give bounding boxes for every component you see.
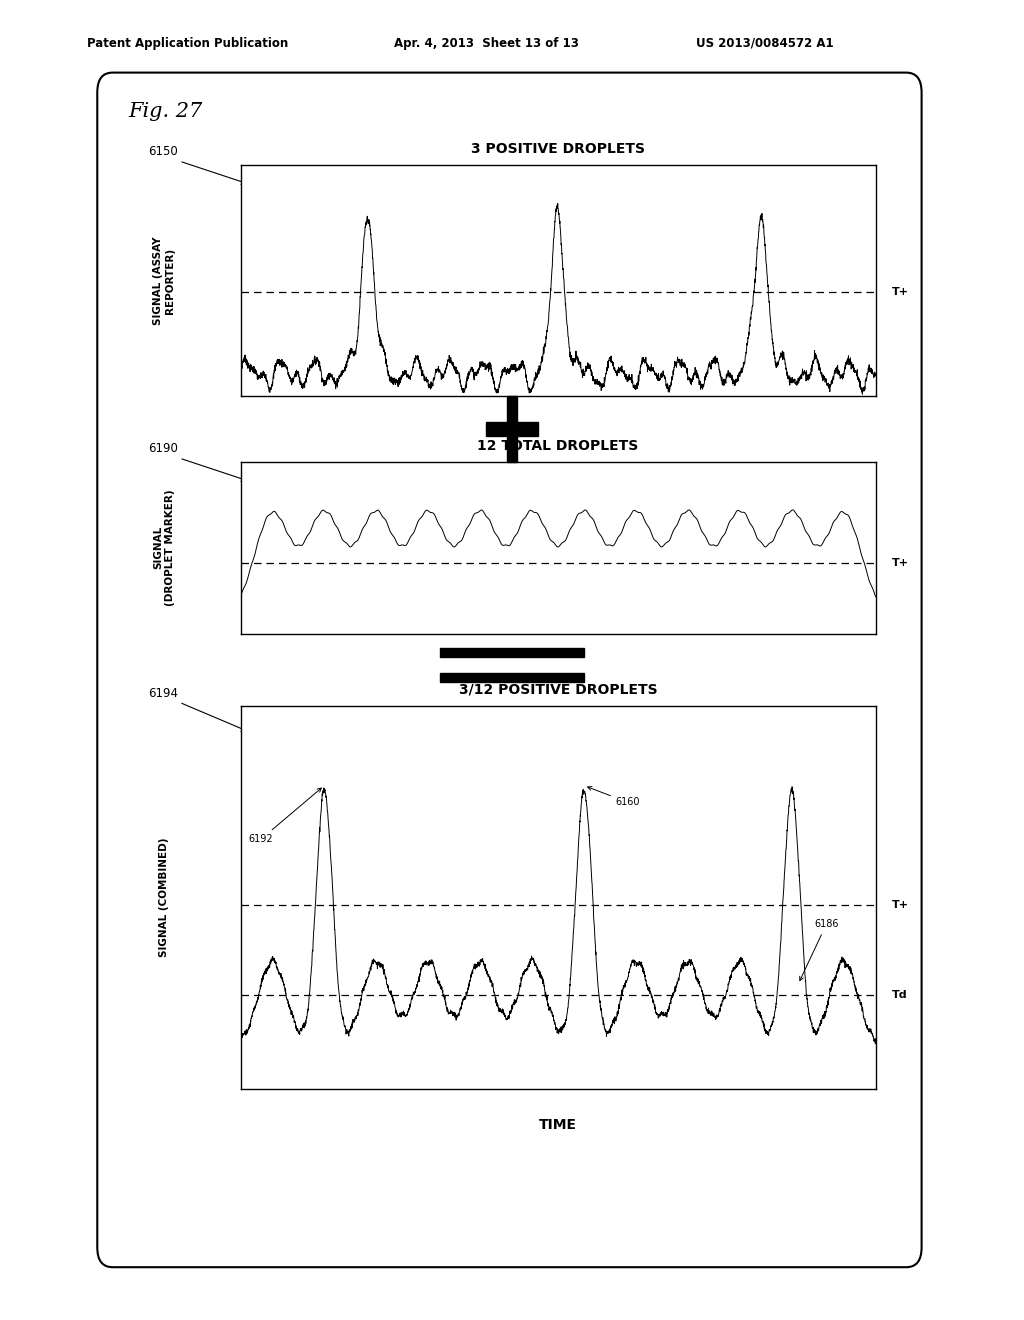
Text: 6190: 6190 [148, 442, 178, 455]
Text: T+: T+ [891, 286, 908, 297]
Text: 6160: 6160 [588, 787, 640, 808]
Text: TIME: TIME [539, 1118, 578, 1133]
Text: 6194: 6194 [148, 686, 178, 700]
Text: US 2013/0084572 A1: US 2013/0084572 A1 [696, 37, 834, 50]
Text: T+: T+ [891, 558, 908, 569]
Text: Patent Application Publication: Patent Application Publication [87, 37, 289, 50]
Text: 3/12 POSITIVE DROPLETS: 3/12 POSITIVE DROPLETS [459, 682, 657, 697]
Text: 6150: 6150 [148, 145, 178, 158]
Text: SIGNAL (ASSAY
REPORTER): SIGNAL (ASSAY REPORTER) [153, 236, 175, 325]
Text: Fig. 27: Fig. 27 [128, 102, 203, 120]
Text: 3 POSITIVE DROPLETS: 3 POSITIVE DROPLETS [471, 141, 645, 156]
Text: T+: T+ [891, 900, 908, 909]
Text: Td: Td [891, 990, 907, 1001]
Text: 6186: 6186 [800, 919, 839, 981]
Text: SIGNAL
(DROPLET MARKER): SIGNAL (DROPLET MARKER) [153, 490, 175, 606]
Text: 12 TOTAL DROPLETS: 12 TOTAL DROPLETS [477, 438, 639, 453]
Text: 6192: 6192 [249, 788, 322, 845]
Text: Apr. 4, 2013  Sheet 13 of 13: Apr. 4, 2013 Sheet 13 of 13 [394, 37, 580, 50]
Text: SIGNAL (COMBINED): SIGNAL (COMBINED) [159, 838, 169, 957]
FancyBboxPatch shape [97, 73, 922, 1267]
